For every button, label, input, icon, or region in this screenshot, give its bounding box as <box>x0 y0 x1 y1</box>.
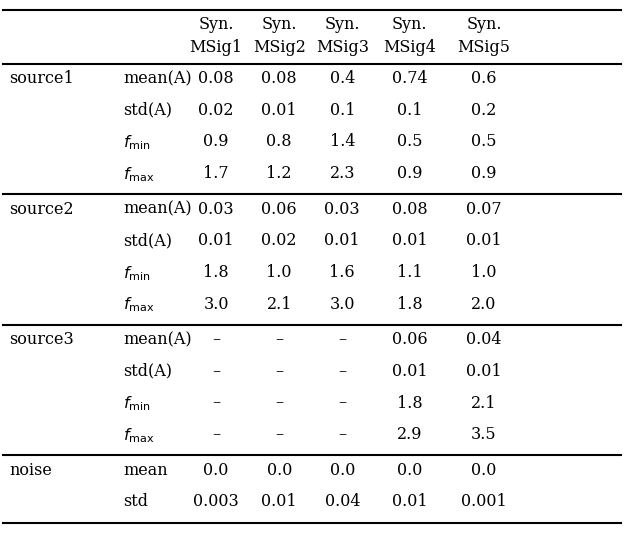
Text: –: – <box>212 331 220 348</box>
Text: Syn.: Syn. <box>466 16 502 33</box>
Text: –: – <box>338 331 346 348</box>
Text: 0.08: 0.08 <box>392 201 427 217</box>
Text: MSig2: MSig2 <box>253 39 306 56</box>
Text: 0.01: 0.01 <box>261 493 297 511</box>
Text: $f_{\mathrm{max}}$: $f_{\mathrm{max}}$ <box>124 165 155 184</box>
Text: $f_{\mathrm{max}}$: $f_{\mathrm{max}}$ <box>124 296 155 315</box>
Text: $f_{\mathrm{min}}$: $f_{\mathrm{min}}$ <box>124 395 151 413</box>
Text: source2: source2 <box>9 201 74 217</box>
Text: Syn.: Syn. <box>324 16 360 33</box>
Text: –: – <box>212 426 220 443</box>
Text: 3.5: 3.5 <box>471 426 497 443</box>
Text: 1.7: 1.7 <box>203 165 229 182</box>
Text: 0.07: 0.07 <box>466 201 502 217</box>
Text: Syn.: Syn. <box>261 16 297 33</box>
Text: 1.0: 1.0 <box>266 264 292 281</box>
Text: std(A): std(A) <box>124 101 172 119</box>
Text: MSig5: MSig5 <box>457 39 510 56</box>
Text: 0.03: 0.03 <box>324 201 360 217</box>
Text: 1.4: 1.4 <box>329 134 355 150</box>
Text: MSig1: MSig1 <box>190 39 243 56</box>
Text: 0.6: 0.6 <box>471 70 497 87</box>
Text: 0.01: 0.01 <box>392 363 427 380</box>
Text: 0.08: 0.08 <box>198 70 234 87</box>
Text: 0.03: 0.03 <box>198 201 234 217</box>
Text: 0.04: 0.04 <box>466 331 502 348</box>
Text: noise: noise <box>9 462 52 479</box>
Text: 0.0: 0.0 <box>203 462 229 479</box>
Text: 1.0: 1.0 <box>471 264 497 281</box>
Text: 1.8: 1.8 <box>203 264 229 281</box>
Text: 2.0: 2.0 <box>471 296 497 312</box>
Text: 2.1: 2.1 <box>471 395 497 412</box>
Text: –: – <box>338 426 346 443</box>
Text: 1.2: 1.2 <box>266 165 292 182</box>
Text: mean(A): mean(A) <box>124 331 192 348</box>
Text: std(A): std(A) <box>124 232 172 249</box>
Text: 1.8: 1.8 <box>397 296 422 312</box>
Text: 0.06: 0.06 <box>261 201 297 217</box>
Text: 0.1: 0.1 <box>329 101 355 119</box>
Text: 0.9: 0.9 <box>203 134 229 150</box>
Text: std: std <box>124 493 149 511</box>
Text: 0.01: 0.01 <box>392 493 427 511</box>
Text: 0.0: 0.0 <box>266 462 292 479</box>
Text: 0.01: 0.01 <box>466 363 502 380</box>
Text: 2.1: 2.1 <box>266 296 292 312</box>
Text: 0.01: 0.01 <box>261 101 297 119</box>
Text: –: – <box>338 395 346 412</box>
Text: source3: source3 <box>9 331 74 348</box>
Text: 0.01: 0.01 <box>466 232 502 249</box>
Text: 1.1: 1.1 <box>397 264 422 281</box>
Text: –: – <box>275 363 283 380</box>
Text: $f_{\mathrm{min}}$: $f_{\mathrm{min}}$ <box>124 134 151 152</box>
Text: std(A): std(A) <box>124 363 172 380</box>
Text: 0.001: 0.001 <box>461 493 507 511</box>
Text: mean(A): mean(A) <box>124 70 192 87</box>
Text: Syn.: Syn. <box>198 16 234 33</box>
Text: 0.02: 0.02 <box>198 101 234 119</box>
Text: $f_{\mathrm{max}}$: $f_{\mathrm{max}}$ <box>124 426 155 445</box>
Text: 0.0: 0.0 <box>471 462 497 479</box>
Text: –: – <box>338 363 346 380</box>
Text: 0.5: 0.5 <box>397 134 422 150</box>
Text: 0.9: 0.9 <box>471 165 497 182</box>
Text: 0.01: 0.01 <box>198 232 234 249</box>
Text: MSig4: MSig4 <box>383 39 436 56</box>
Text: –: – <box>275 395 283 412</box>
Text: Syn.: Syn. <box>392 16 427 33</box>
Text: 0.2: 0.2 <box>471 101 497 119</box>
Text: 0.04: 0.04 <box>324 493 360 511</box>
Text: 0.0: 0.0 <box>397 462 422 479</box>
Text: 0.74: 0.74 <box>392 70 427 87</box>
Text: MSig3: MSig3 <box>316 39 369 56</box>
Text: 0.003: 0.003 <box>193 493 239 511</box>
Text: $f_{\mathrm{min}}$: $f_{\mathrm{min}}$ <box>124 264 151 282</box>
Text: 0.01: 0.01 <box>392 232 427 249</box>
Text: 0.08: 0.08 <box>261 70 297 87</box>
Text: 3.0: 3.0 <box>203 296 229 312</box>
Text: 2.9: 2.9 <box>397 426 422 443</box>
Text: 0.8: 0.8 <box>266 134 292 150</box>
Text: 0.9: 0.9 <box>397 165 422 182</box>
Text: –: – <box>275 426 283 443</box>
Text: source1: source1 <box>9 70 74 87</box>
Text: 0.06: 0.06 <box>392 331 427 348</box>
Text: 1.8: 1.8 <box>397 395 422 412</box>
Text: 0.01: 0.01 <box>324 232 360 249</box>
Text: –: – <box>212 395 220 412</box>
Text: 0.0: 0.0 <box>329 462 355 479</box>
Text: 0.02: 0.02 <box>261 232 297 249</box>
Text: 0.5: 0.5 <box>471 134 497 150</box>
Text: –: – <box>212 363 220 380</box>
Text: mean: mean <box>124 462 168 479</box>
Text: 0.4: 0.4 <box>329 70 355 87</box>
Text: 1.6: 1.6 <box>329 264 355 281</box>
Text: –: – <box>275 331 283 348</box>
Text: mean(A): mean(A) <box>124 201 192 217</box>
Text: 2.3: 2.3 <box>329 165 355 182</box>
Text: 3.0: 3.0 <box>329 296 355 312</box>
Text: 0.1: 0.1 <box>397 101 422 119</box>
